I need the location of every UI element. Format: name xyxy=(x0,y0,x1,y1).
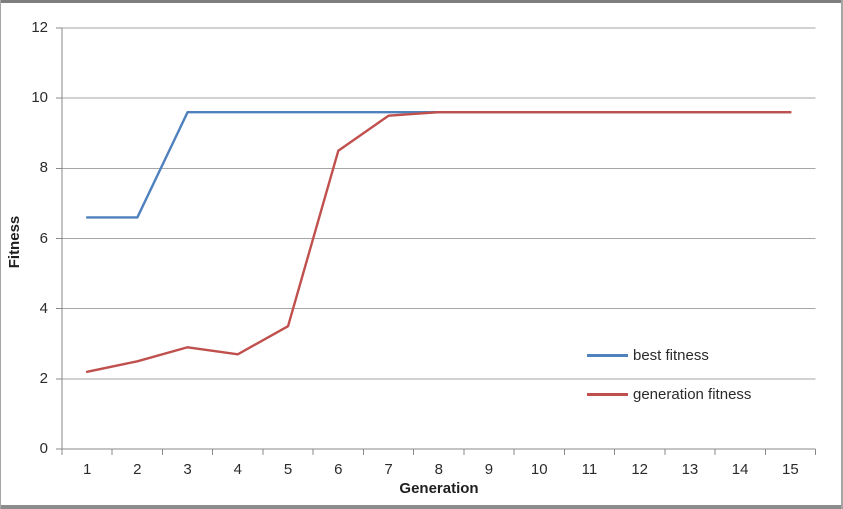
frame-border-right xyxy=(841,0,843,509)
x-tick-label-2: 2 xyxy=(133,461,142,478)
x-tick-label-1: 1 xyxy=(82,461,92,478)
legend-label-best-fitness: best fitness xyxy=(633,347,709,364)
frame-border-bottom xyxy=(0,505,843,509)
y-tick-label-10: 10 xyxy=(31,89,48,107)
frame-border-top xyxy=(0,0,843,3)
x-tick-label-11: 11 xyxy=(581,461,598,478)
x-tick-label-12: 12 xyxy=(631,461,649,478)
x-tick-label-9: 9 xyxy=(484,461,494,478)
y-tick-label-0: 0 xyxy=(39,440,48,457)
legend-line-swatch-red xyxy=(587,393,628,396)
x-tick-label-4: 4 xyxy=(233,461,242,478)
legend-line-swatch-blue xyxy=(587,354,628,357)
legend-label-generation-fitness: generation fitness xyxy=(633,386,752,403)
x-tick-label-13: 13 xyxy=(681,461,699,478)
x-tick-label-6: 6 xyxy=(334,461,343,478)
x-tick-label-7: 7 xyxy=(384,461,393,478)
series-line-generation-fitness xyxy=(85,110,792,374)
x-tick-label-5: 5 xyxy=(283,461,293,478)
x-tick-label-15: 15 xyxy=(782,461,799,478)
y-tick-label-2: 2 xyxy=(39,369,48,387)
legend-entry-best-fitness: best fitness xyxy=(587,336,751,375)
y-tick-label-4: 4 xyxy=(39,299,48,317)
series-line-best-fitness xyxy=(85,110,792,219)
y-tick-label-6: 6 xyxy=(39,229,48,247)
y-tick-label-12: 12 xyxy=(31,19,48,36)
legend: best fitness generation fitness xyxy=(587,336,751,414)
frame-border-left xyxy=(0,0,1,509)
x-tick-label-14: 14 xyxy=(731,461,749,478)
x-tick-label-10: 10 xyxy=(530,461,548,478)
x-tick-label-8: 8 xyxy=(434,461,443,478)
x-tick-label-3: 3 xyxy=(183,461,192,478)
y-tick-label-8: 8 xyxy=(39,159,48,177)
y-axis-title: Fitness xyxy=(6,215,23,269)
legend-entry-generation-fitness: generation fitness xyxy=(587,375,751,414)
x-axis-title: Generation xyxy=(399,480,479,497)
